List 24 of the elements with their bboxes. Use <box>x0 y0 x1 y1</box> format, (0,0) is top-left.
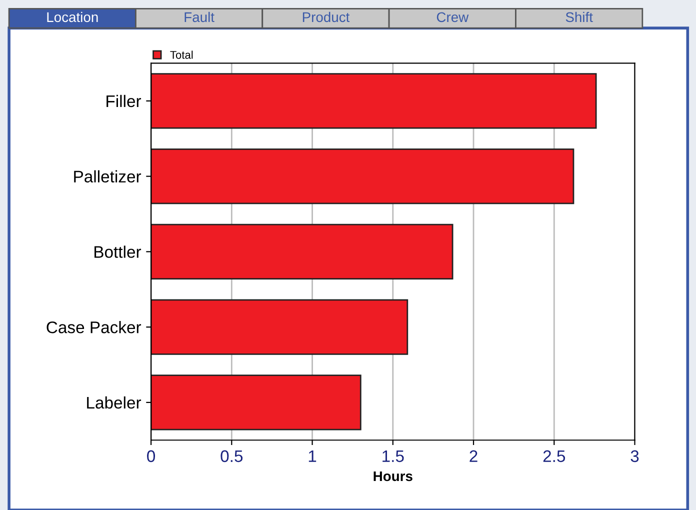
x-tick-label: 0 <box>147 450 156 462</box>
text: Product <box>302 12 350 22</box>
bar <box>151 374 362 430</box>
legend-label: Total <box>170 50 193 59</box>
x-tick-label: 2.5 <box>543 450 566 462</box>
x-tick-label: 2 <box>470 450 478 462</box>
bar <box>151 148 574 204</box>
y-tick-label: Labeler <box>87 396 142 409</box>
text: Location <box>47 12 98 22</box>
bar <box>151 73 597 129</box>
x-tick-label: 3 <box>630 450 639 462</box>
y-tick-label: Case Packer <box>46 321 142 334</box>
bar <box>151 224 454 280</box>
x-tick-label: 0.5 <box>220 450 243 462</box>
x-tick-label: 1 <box>308 450 316 462</box>
text: Shift <box>566 12 593 22</box>
y-tick-label: Bottler <box>94 246 142 258</box>
x-axis-title: Hours <box>374 471 412 482</box>
y-tick-label: Palletizer <box>74 170 142 183</box>
x-tick-label: 1.5 <box>382 450 404 462</box>
text: Crew <box>436 12 469 22</box>
y-tick-label: Filler <box>106 94 142 108</box>
bar <box>151 299 408 355</box>
text: Fault <box>184 12 214 22</box>
